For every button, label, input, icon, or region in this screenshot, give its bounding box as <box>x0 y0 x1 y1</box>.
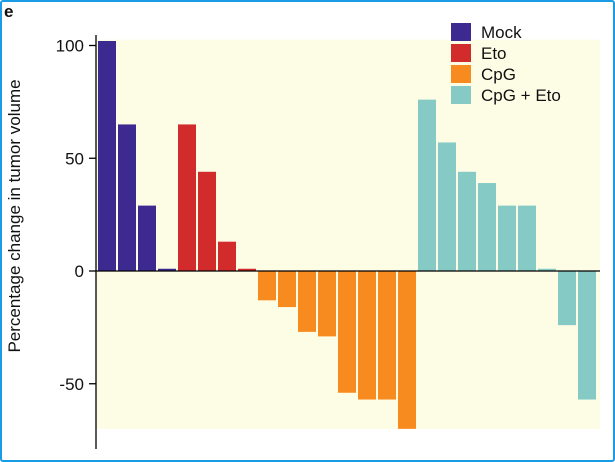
legend-swatch <box>451 86 471 104</box>
y-tick-label: 50 <box>65 149 84 168</box>
bar-cpg-eto <box>458 171 476 271</box>
bar-cpg <box>318 271 336 337</box>
bar-cpg-eto <box>558 271 576 326</box>
legend-swatch <box>451 44 471 62</box>
legend-label: CpG <box>481 65 516 84</box>
bar-cpg <box>338 271 356 393</box>
bar-cpg <box>258 271 276 301</box>
panel-label: e <box>4 2 13 21</box>
bar-cpg-eto <box>538 268 556 271</box>
bar-mock <box>118 124 136 271</box>
bar-cpg <box>298 271 316 332</box>
bar-cpg <box>278 271 296 308</box>
bar-cpg-eto <box>478 183 496 271</box>
bar-eto <box>198 171 216 271</box>
bar-cpg-eto <box>438 142 456 271</box>
bar-cpg <box>378 271 396 400</box>
bar-cpg <box>358 271 376 400</box>
bar-eto <box>178 124 196 271</box>
bar-cpg-eto <box>498 205 516 271</box>
y-axis-label: Percentage change in tumor volume <box>5 79 24 352</box>
legend-swatch <box>451 23 471 41</box>
legend-label: CpG + Eto <box>481 86 561 105</box>
bars-layer <box>98 40 596 429</box>
legend-swatch <box>451 65 471 83</box>
legend-label: Eto <box>481 44 507 63</box>
y-tick-label: 100 <box>56 37 84 56</box>
bar-eto <box>218 241 236 271</box>
y-tick-label: 0 <box>75 262 84 281</box>
bar-cpg-eto <box>578 271 596 400</box>
bar-eto <box>238 268 256 271</box>
bar-mock <box>98 40 116 271</box>
bar-cpg-eto <box>418 99 436 272</box>
bar-cpg-eto <box>518 205 536 271</box>
legend-label: Mock <box>481 23 522 42</box>
bar-mock <box>158 268 176 271</box>
y-tick-label: -50 <box>59 375 84 394</box>
bar-cpg <box>398 271 416 429</box>
bar-mock <box>138 205 156 271</box>
axis-layer: 100 50 0 -50 <box>56 35 600 449</box>
legend: Mock Eto CpG CpG + Eto <box>451 23 561 105</box>
